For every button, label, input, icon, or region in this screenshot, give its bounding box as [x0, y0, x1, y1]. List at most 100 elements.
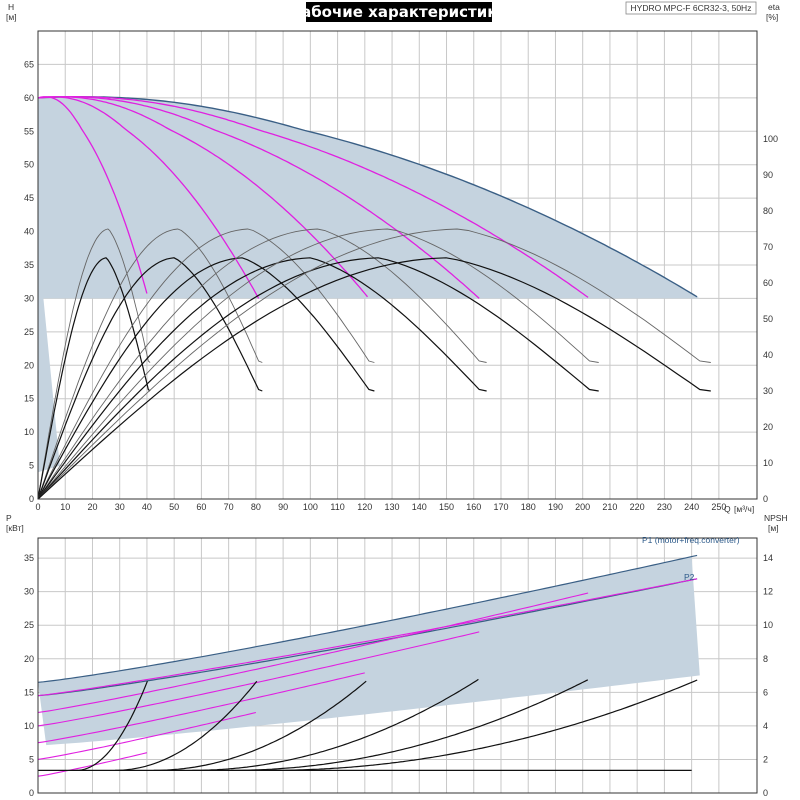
npsh-axis-label: NPSH	[764, 513, 788, 523]
npsh-curve	[76, 680, 148, 771]
p-axis-unit: [кВт]	[6, 523, 24, 533]
h-tick-label: 5	[29, 461, 34, 471]
bottom-operating-band	[38, 556, 700, 746]
tick-labels: 0 10 20 30 40 50 60 70 80 90 100 110 120 130 140 150 160…	[24, 59, 778, 798]
efficiency-curve-inner	[37, 257, 151, 500]
npsh-tick-label: 14	[763, 553, 773, 563]
p-tick-label: 15	[24, 687, 34, 697]
p-axis-label: P	[6, 513, 12, 523]
model-box	[625, 1, 757, 15]
eta-tick-label: 20	[763, 422, 773, 432]
title-box	[306, 2, 492, 22]
power-curve-magenta	[37, 578, 698, 697]
npsh-curve	[153, 680, 367, 771]
efficiency-curve-outer	[37, 228, 711, 500]
eta-tick-label: 90	[763, 170, 773, 180]
efficiency-curve-outer	[37, 228, 375, 500]
eta-tick-label: 50	[763, 314, 773, 324]
x-tick-label: 130	[385, 502, 400, 512]
eta-tick-label: 10	[763, 458, 773, 468]
eta-tick-label: 60	[763, 278, 773, 288]
h-tick-label: 35	[24, 260, 34, 270]
eta-tick-label: 40	[763, 350, 773, 360]
p1-series-label: P1 (motor+freq.converter)	[642, 535, 740, 545]
x-tick-label: 210	[602, 502, 617, 512]
p-tick-label: 5	[29, 754, 34, 764]
q-axis-label: Q	[724, 504, 731, 514]
eta-tick-label: 0	[763, 494, 768, 504]
x-tick-label: 70	[224, 502, 234, 512]
h-axis-unit: [м]	[6, 12, 17, 22]
npsh-tick-label: 12	[763, 587, 773, 597]
h-tick-label: 60	[24, 93, 34, 103]
h-axis-label: H	[8, 2, 14, 12]
npsh-tick-label: 8	[763, 654, 768, 664]
p-tick-label: 25	[24, 620, 34, 630]
p2-series-label: P2	[684, 572, 695, 582]
efficiency-curve-outer	[37, 228, 487, 500]
efficiency-curve-outer	[37, 228, 263, 500]
eta-tick-label: 30	[763, 386, 773, 396]
h-tick-label: 30	[24, 293, 34, 303]
npsh-curve	[230, 679, 589, 771]
h-tick-label: 50	[24, 160, 34, 170]
x-tick-label: 40	[142, 502, 152, 512]
p-tick-label: 10	[24, 721, 34, 731]
npsh-tick-label: 10	[763, 620, 773, 630]
h-tick-label: 25	[24, 327, 34, 337]
model-label: HYDRO MPC-F 6CR32-3, 50Hz	[631, 3, 752, 13]
h-tick-label: 20	[24, 360, 34, 370]
x-tick-label: 50	[169, 502, 179, 512]
npsh-tick-label: 2	[763, 754, 768, 764]
eta-tick-label: 80	[763, 206, 773, 216]
efficiency-curve-inner	[37, 257, 711, 500]
q-axis-unit: [м³/ч]	[734, 504, 754, 514]
p-tick-label: 30	[24, 587, 34, 597]
h-tick-label: 45	[24, 193, 34, 203]
x-tick-label: 10	[60, 502, 70, 512]
x-tick-label: 80	[251, 502, 261, 512]
h-tick-label: 55	[24, 126, 34, 136]
npsh-tick-label: 0	[763, 788, 768, 798]
x-tick-label: 100	[303, 502, 318, 512]
eta-axis-unit: [%]	[766, 12, 778, 22]
x-tick-label: 20	[87, 502, 97, 512]
x-tick-label: 200	[575, 502, 590, 512]
x-tick-label: 150	[439, 502, 454, 512]
p-tick-label: 35	[24, 553, 34, 563]
x-tick-label: 30	[115, 502, 125, 512]
npsh-curve	[115, 680, 258, 771]
x-tick-label: 220	[630, 502, 645, 512]
eta-axis-label: eta	[768, 2, 780, 12]
efficiency-curve-inner	[37, 257, 375, 500]
h-tick-label: 65	[24, 59, 34, 69]
top-frame	[37, 30, 758, 500]
eta-tick-label: 70	[763, 242, 773, 252]
p-tick-label: 20	[24, 654, 34, 664]
x-tick-label: 250	[711, 502, 726, 512]
npsh-tick-label: 4	[763, 721, 768, 731]
chart-title: Рабочие характеристики	[290, 3, 508, 21]
top-operating-band	[38, 96, 700, 473]
p-tick-label: 0	[29, 788, 34, 798]
x-tick-label: 120	[357, 502, 372, 512]
max-head-curve	[37, 95, 698, 298]
bottom-frame	[37, 537, 758, 794]
head-curve-magenta	[37, 96, 369, 298]
h-tick-label: 10	[24, 427, 34, 437]
x-tick-label: 240	[684, 502, 699, 512]
x-tick-label: 190	[548, 502, 563, 512]
x-tick-label: 170	[493, 502, 508, 512]
h-tick-label: 0	[29, 494, 34, 504]
power-curve-magenta	[37, 711, 257, 760]
npsh-curve	[192, 678, 479, 771]
power-curve-magenta	[37, 592, 589, 714]
eta-tick-label: 100	[763, 134, 778, 144]
x-tick-label: 0	[35, 502, 40, 512]
operating-bands	[38, 96, 700, 746]
power-curve-magenta	[37, 672, 365, 744]
axes	[37, 30, 758, 794]
efficiency-curve-inner	[37, 257, 599, 500]
x-tick-label: 140	[412, 502, 427, 512]
